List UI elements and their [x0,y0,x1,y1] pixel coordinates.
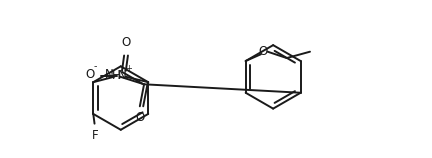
Text: O: O [86,68,95,82]
Text: H: H [112,69,121,82]
Text: N: N [118,69,127,82]
Text: O: O [259,45,268,58]
Text: +: + [125,64,132,73]
Text: O: O [136,111,145,124]
Text: F: F [92,129,98,142]
Text: -: - [93,62,97,71]
Text: N: N [105,68,113,82]
Text: O: O [121,36,130,49]
